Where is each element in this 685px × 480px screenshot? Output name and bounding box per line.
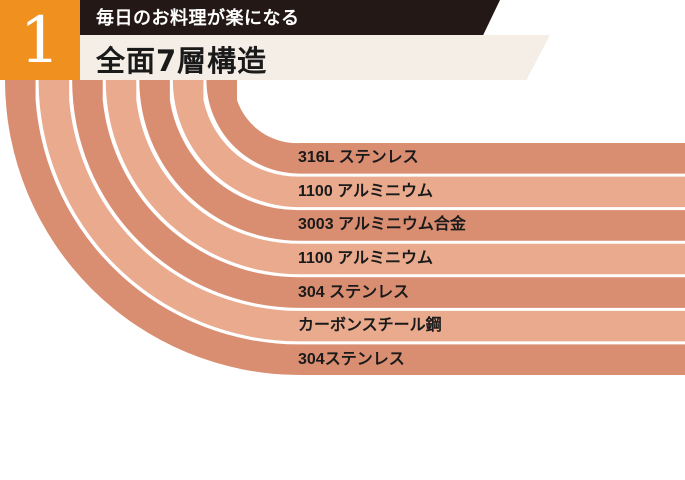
step-number-badge: 1: [0, 0, 80, 80]
step-number: 1: [19, 4, 61, 78]
layer-label: カーボンスチール鋼: [298, 317, 442, 335]
layer-band: [105, 80, 685, 275]
layer-band: [206, 80, 685, 174]
layer-label: 316L ステンレス: [298, 149, 419, 167]
title-band: [80, 35, 550, 80]
layer-band: [5, 80, 685, 375]
layer-band: [38, 80, 685, 342]
layer-band: [172, 80, 685, 208]
layer-label: 304 ステンレス: [298, 283, 410, 301]
layer-band: [139, 80, 685, 241]
layer-label: 1100 アルミニウム: [298, 182, 433, 200]
layer-label: 304ステンレス: [298, 350, 405, 368]
page-title: 全面7層構造: [96, 44, 268, 78]
layer-label: 3003 アルミニウム合金: [298, 216, 466, 234]
subtitle: 毎日のお料理が楽になる: [96, 8, 300, 29]
layer-band: [72, 80, 685, 308]
layer-label: 1100 アルミニウム: [298, 250, 433, 267]
subtitle-band: [80, 0, 500, 35]
